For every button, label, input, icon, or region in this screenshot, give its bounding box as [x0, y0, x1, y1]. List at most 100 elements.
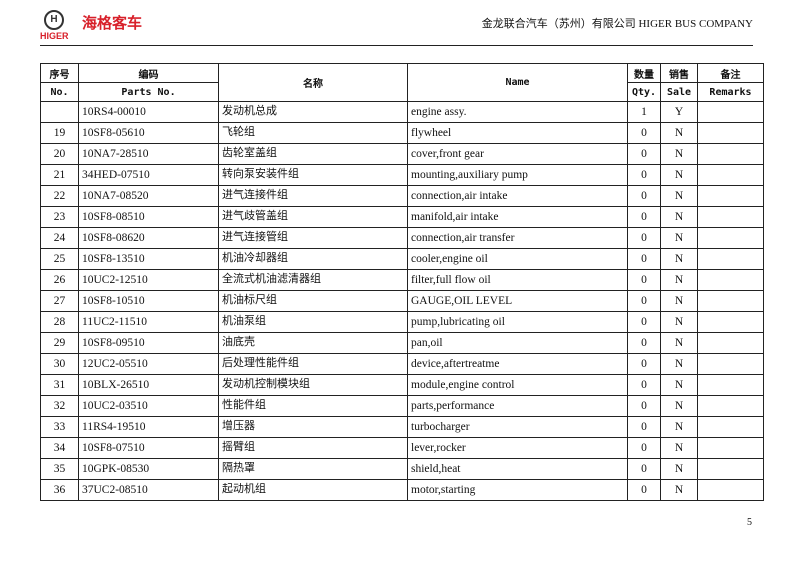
cell-remarks	[697, 164, 764, 186]
cell-name-en: shield,heat	[407, 458, 628, 480]
cell-sale: N	[660, 143, 698, 165]
cell-qty: 0	[627, 437, 661, 459]
cell-qty: 0	[627, 479, 661, 501]
cell-name-cn: 全流式机油滤清器组	[218, 269, 408, 291]
table-row: 31 10BLX-26510 发动机控制模块组 module,engine contr…	[40, 374, 764, 396]
cell-sale: N	[660, 437, 698, 459]
table-row: 29 10SF8-09510 油底壳 pan,oil 0 N	[40, 332, 764, 354]
cell-sale: N	[660, 416, 698, 438]
cell-remarks	[697, 332, 764, 354]
header-remarks-en: Remarks	[697, 82, 764, 102]
cell-name-cn: 发动机控制模块组	[218, 374, 408, 396]
cell-name-cn: 摇臂组	[218, 437, 408, 459]
cell-name-cn: 发动机总成	[218, 101, 408, 123]
table-row: 22 10NA7-08520 进气连接件组 connection,air intake…	[40, 185, 764, 207]
cell-remarks	[697, 374, 764, 396]
cell-remarks	[697, 227, 764, 249]
table-row: 24 10SF8-08620 进气连接管组 connection,air transf…	[40, 227, 764, 249]
table-row: 36 37UC2-08510 起动机组 motor,starting 0 N	[40, 479, 764, 501]
cell-no: 23	[40, 206, 79, 228]
cell-sale: N	[660, 353, 698, 375]
cell-name-en: module,engine control	[407, 374, 628, 396]
cell-qty: 0	[627, 395, 661, 417]
table-row: 33 11RS4-19510 增压器 turbocharger 0 N	[40, 416, 764, 438]
cell-no: 32	[40, 395, 79, 417]
cell-part-no: 10RS4-00010	[78, 101, 219, 123]
cell-name-cn: 起动机组	[218, 479, 408, 501]
table-row: 28 11UC2-11510 机油泵组 pump,lubricating oil 0 N	[40, 311, 764, 333]
header-sale-en: Sale	[660, 82, 698, 102]
cell-qty: 0	[627, 122, 661, 144]
cell-name-en: connection,air transfer	[407, 227, 628, 249]
table-row: 30 12UC2-05510 后处理性能件组 device,aftertreatme 0…	[40, 353, 764, 375]
cell-no: 30	[40, 353, 79, 375]
cell-name-en: manifold,air intake	[407, 206, 628, 228]
cell-name-cn: 增压器	[218, 416, 408, 438]
cell-name-cn: 隔热罩	[218, 458, 408, 480]
cell-part-no: 10SF8-07510	[78, 437, 219, 459]
logo-chinese-text: 海格客车	[82, 14, 143, 32]
table-row: 26 10UC2-12510 全流式机油滤清器组 filter,full flow o…	[40, 269, 764, 291]
header-remarks-cn: 备注	[697, 63, 764, 83]
cell-sale: N	[660, 311, 698, 333]
table-row: 20 10NA7-28510 齿轮室盖组 cover,front gear 0 N	[40, 143, 764, 165]
table-row: 35 10GPK-08530 隔热罩 shield,heat 0 N	[40, 458, 764, 480]
cell-no: 24	[40, 227, 79, 249]
header-part-en: Parts No.	[78, 82, 219, 102]
cell-remarks	[697, 437, 764, 459]
cell-name-cn: 性能件组	[218, 395, 408, 417]
cell-name-en: flywheel	[407, 122, 628, 144]
cell-qty: 0	[627, 227, 661, 249]
cell-part-no: 12UC2-05510	[78, 353, 219, 375]
cell-name-en: engine assy.	[407, 101, 628, 123]
cell-name-en: GAUGE,OIL LEVEL	[407, 290, 628, 312]
cell-part-no: 10NA7-08520	[78, 185, 219, 207]
cell-remarks	[697, 248, 764, 270]
cell-sale: N	[660, 164, 698, 186]
cell-no: 20	[40, 143, 79, 165]
cell-name-cn: 机油冷却器组	[218, 248, 408, 270]
table-row: 23 10SF8-08510 进气歧管盖组 manifold,air intake 0 N	[40, 206, 764, 228]
cell-part-no: 10UC2-12510	[78, 269, 219, 291]
cell-no: 29	[40, 332, 79, 354]
cell-sale: N	[660, 332, 698, 354]
cell-no: 36	[40, 479, 79, 501]
cell-no: 26	[40, 269, 79, 291]
cell-name-en: cooler,engine oil	[407, 248, 628, 270]
cell-remarks	[697, 185, 764, 207]
cell-part-no: 10GPK-08530	[78, 458, 219, 480]
cell-no: 33	[40, 416, 79, 438]
cell-name-cn: 进气歧管盖组	[218, 206, 408, 228]
cell-no: 34	[40, 437, 79, 459]
cell-no: 31	[40, 374, 79, 396]
cell-sale: N	[660, 458, 698, 480]
cell-remarks	[697, 122, 764, 144]
cell-part-no: 10BLX-26510	[78, 374, 219, 396]
cell-name-en: filter,full flow oil	[407, 269, 628, 291]
cell-name-cn: 后处理性能件组	[218, 353, 408, 375]
cell-name-cn: 飞轮组	[218, 122, 408, 144]
cell-remarks	[697, 479, 764, 501]
header-qty-cn: 数量	[627, 63, 661, 83]
cell-part-no: 10UC2-03510	[78, 395, 219, 417]
table-row: 19 10SF8-05610 飞轮组 flywheel 0 N	[40, 122, 764, 144]
cell-name-en: device,aftertreatme	[407, 353, 628, 375]
cell-name-cn: 进气连接管组	[218, 227, 408, 249]
cell-part-no: 10SF8-09510	[78, 332, 219, 354]
header-name-cn: 名称	[218, 63, 408, 102]
cell-part-no: 37UC2-08510	[78, 479, 219, 501]
cell-name-en: mounting,auxiliary pump	[407, 164, 628, 186]
cell-qty: 0	[627, 290, 661, 312]
cell-qty: 0	[627, 164, 661, 186]
cell-qty: 0	[627, 353, 661, 375]
cell-sale: N	[660, 269, 698, 291]
header-qty-en: Qty.	[627, 82, 661, 102]
cell-sale: N	[660, 122, 698, 144]
company-name: 金龙联合汽车（苏州）有限公司 HIGER BUS COMPANY	[481, 18, 753, 30]
cell-part-no: 34HED-07510	[78, 164, 219, 186]
cell-part-no: 10SF8-08510	[78, 206, 219, 228]
cell-qty: 0	[627, 185, 661, 207]
header-divider	[40, 45, 753, 46]
header-no-cn: 序号	[40, 63, 79, 83]
header-row-cn: 序号 编码 名称 Name 数量 销售 备注	[40, 63, 764, 102]
